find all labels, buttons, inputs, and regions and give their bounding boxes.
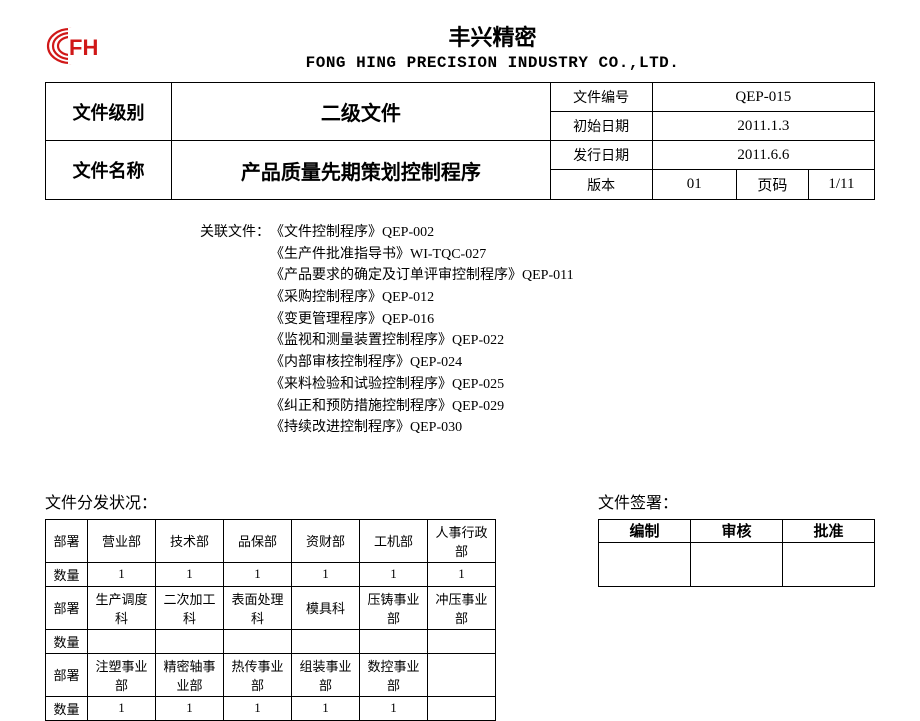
issuedate-label: 发行日期 — [550, 141, 652, 170]
level-label: 文件级别 — [46, 83, 172, 141]
qty-cell: 1 — [88, 696, 156, 720]
signature-cell — [783, 542, 875, 586]
dept-row-label: 部署 — [46, 519, 88, 562]
qty-cell — [360, 629, 428, 653]
initdate-value: 2011.1.3 — [652, 112, 874, 141]
qty-cell: 1 — [224, 696, 292, 720]
qty-cell: 1 — [156, 562, 224, 586]
dept-cell: 工机部 — [360, 519, 428, 562]
version-value: 01 — [652, 170, 736, 200]
qty-cell — [428, 696, 496, 720]
level-value: 二级文件 — [172, 83, 550, 141]
company-title-block: 丰兴精密 FONG HING PRECISION INDUSTRY CO.,LT… — [110, 20, 875, 72]
dept-cell: 生产调度科 — [88, 586, 156, 629]
signature-header: 审核 — [691, 519, 783, 542]
related-documents: 关联文件： 《文件控制程序》QEP-002《生产件批准指导书》WI-TQC-02… — [200, 222, 875, 439]
qty-cell — [88, 629, 156, 653]
dept-cell: 技术部 — [156, 519, 224, 562]
dept-cell: 压铸事业部 — [360, 586, 428, 629]
signature-table: 编制审核批准 — [598, 519, 875, 587]
svg-text:FH: FH — [69, 35, 98, 60]
dept-cell: 品保部 — [224, 519, 292, 562]
dept-row-label: 部署 — [46, 586, 88, 629]
dept-cell: 冲压事业部 — [428, 586, 496, 629]
signature-block: 文件签署： 编制审核批准 — [598, 489, 875, 587]
dept-cell: 资财部 — [292, 519, 360, 562]
dept-cell: 人事行政部 — [428, 519, 496, 562]
page-label: 页码 — [736, 170, 808, 200]
related-item: 《持续改进控制程序》QEP-030 — [270, 417, 574, 439]
bottom-section: 文件分发状况： 部署营业部技术部品保部资财部工机部人事行政部数量111111部署… — [45, 489, 875, 721]
signature-header: 批准 — [783, 519, 875, 542]
document-header: FH 丰兴精密 FONG HING PRECISION INDUSTRY CO.… — [45, 20, 875, 72]
issuedate-value: 2011.6.6 — [652, 141, 874, 170]
page-value: 1/11 — [808, 170, 874, 200]
distribution-table: 部署营业部技术部品保部资财部工机部人事行政部数量111111部署生产调度科二次加… — [45, 519, 496, 721]
qty-cell: 1 — [156, 696, 224, 720]
signature-title: 文件签署： — [598, 489, 875, 513]
name-value: 产品质量先期策划控制程序 — [172, 141, 550, 200]
qty-cell: 1 — [360, 696, 428, 720]
distribution-block: 文件分发状况： 部署营业部技术部品保部资财部工机部人事行政部数量111111部署… — [45, 489, 496, 721]
qty-cell: 1 — [292, 562, 360, 586]
related-item: 《来料检验和试验控制程序》QEP-025 — [270, 374, 574, 396]
qty-cell — [156, 629, 224, 653]
dept-cell: 二次加工科 — [156, 586, 224, 629]
qty-cell — [292, 629, 360, 653]
docno-value: QEP-015 — [652, 83, 874, 112]
related-item: 《生产件批准指导书》WI-TQC-027 — [270, 244, 574, 266]
qty-cell: 1 — [292, 696, 360, 720]
distribution-title: 文件分发状况： — [45, 489, 496, 513]
related-label: 关联文件： — [200, 222, 270, 439]
related-item: 《纠正和预防措施控制程序》QEP-029 — [270, 396, 574, 418]
document-info-table: 文件级别 二级文件 文件编号 QEP-015 初始日期 2011.1.3 文件名… — [45, 82, 875, 200]
related-item: 《监视和测量装置控制程序》QEP-022 — [270, 330, 574, 352]
dept-cell: 模具科 — [292, 586, 360, 629]
docno-label: 文件编号 — [550, 83, 652, 112]
related-item: 《文件控制程序》QEP-002 — [270, 222, 574, 244]
related-item: 《内部审核控制程序》QEP-024 — [270, 352, 574, 374]
dept-cell: 营业部 — [88, 519, 156, 562]
dept-cell: 表面处理科 — [224, 586, 292, 629]
qty-row-label: 数量 — [46, 696, 88, 720]
qty-cell — [224, 629, 292, 653]
company-logo: FH — [45, 25, 100, 67]
related-item: 《变更管理程序》QEP-016 — [270, 309, 574, 331]
signature-cell — [599, 542, 691, 586]
related-list: 《文件控制程序》QEP-002《生产件批准指导书》WI-TQC-027《产品要求… — [270, 222, 574, 439]
name-label: 文件名称 — [46, 141, 172, 200]
qty-row-label: 数量 — [46, 629, 88, 653]
version-label: 版本 — [550, 170, 652, 200]
qty-cell: 1 — [360, 562, 428, 586]
qty-cell: 1 — [88, 562, 156, 586]
company-name-cn: 丰兴精密 — [110, 20, 875, 52]
company-name-en: FONG HING PRECISION INDUSTRY CO.,LTD. — [110, 54, 875, 72]
related-item: 《产品要求的确定及订单评审控制程序》QEP-011 — [270, 265, 574, 287]
initdate-label: 初始日期 — [550, 112, 652, 141]
signature-header: 编制 — [599, 519, 691, 542]
qty-cell: 1 — [428, 562, 496, 586]
qty-cell — [428, 629, 496, 653]
qty-row-label: 数量 — [46, 562, 88, 586]
qty-cell: 1 — [224, 562, 292, 586]
signature-cell — [691, 542, 783, 586]
related-item: 《采购控制程序》QEP-012 — [270, 287, 574, 309]
